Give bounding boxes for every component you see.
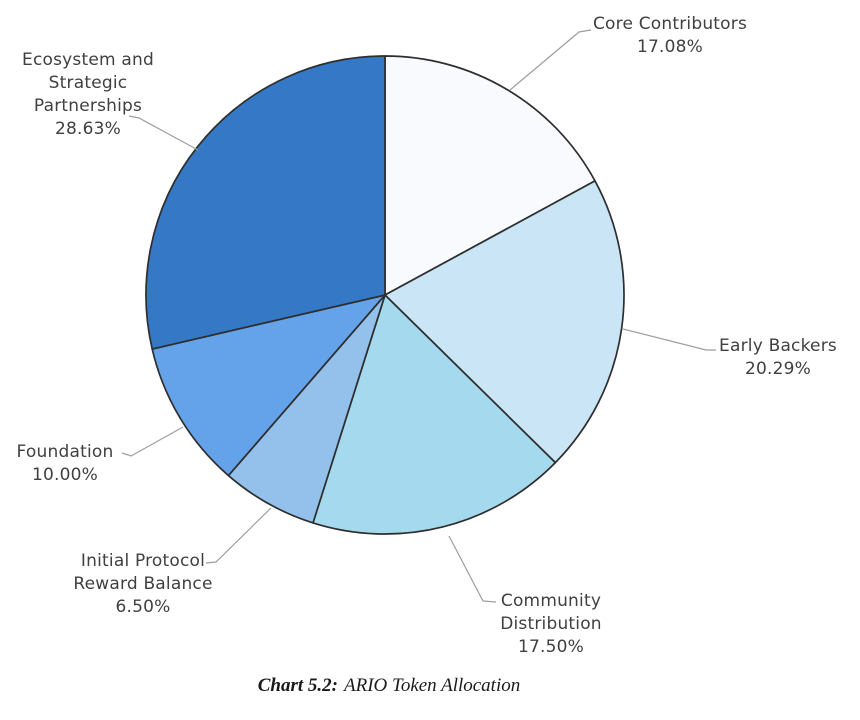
leader-lines bbox=[121, 29, 716, 603]
slice-label-text: Early Backers bbox=[719, 336, 837, 356]
pie-slice-community-distribution bbox=[312, 294, 557, 535]
pie-slice-foundation bbox=[151, 294, 386, 477]
caption-text: ARIO Token Allocation bbox=[343, 675, 521, 696]
leader-line-community-distribution bbox=[448, 535, 497, 603]
pie-slice-core-contributors bbox=[384, 55, 596, 296]
slice-label-initial-protocol-reward-balance: Initial Protocol Reward Balance 6.50% bbox=[73, 550, 213, 619]
slice-label-text: Core Contributors bbox=[592, 14, 748, 34]
figure-caption: Chart 5.2: ARIO Token Allocation bbox=[0, 675, 778, 697]
leader-line-initial-protocol-reward-balance bbox=[205, 507, 272, 564]
caption-prefix: Chart 5.2: bbox=[257, 675, 338, 696]
slice-label-community-distribution: Community Distribution 17.50% bbox=[476, 590, 626, 659]
leader-line-foundation bbox=[121, 426, 184, 457]
slice-label-core-contributors: Core Contributors 17.08% bbox=[570, 13, 770, 59]
slice-label-percent: 20.29% bbox=[744, 359, 812, 379]
slice-label-text: Community Distribution bbox=[500, 591, 602, 634]
slice-label-text: Ecosystem and Strategic Partnerships bbox=[22, 50, 154, 116]
slice-label-early-backers: Early Backers 20.29% bbox=[688, 335, 860, 381]
slice-label-foundation: Foundation 10.00% bbox=[0, 441, 130, 487]
leader-line-core-contributors bbox=[509, 29, 592, 91]
pie-wedges bbox=[145, 55, 625, 535]
pie-slice-ecosystem-and-strategic-partnerships bbox=[145, 55, 386, 350]
slice-label-ecosystem-and-strategic-partnerships: Ecosystem and Strategic Partnerships 28.… bbox=[18, 49, 158, 141]
slice-label-percent: 28.63% bbox=[54, 119, 122, 139]
slice-label-percent: 6.50% bbox=[115, 597, 171, 617]
slice-label-text: Foundation bbox=[16, 442, 114, 462]
leader-line-early-backers bbox=[622, 328, 716, 351]
pie-slice-early-backers bbox=[384, 180, 625, 464]
leader-line-ecosystem-and-strategic-partnerships bbox=[128, 115, 199, 151]
slice-label-text: Initial Protocol Reward Balance bbox=[73, 551, 213, 594]
slice-label-percent: 10.00% bbox=[31, 465, 99, 485]
slice-label-percent: 17.08% bbox=[636, 37, 704, 57]
slice-label-percent: 17.50% bbox=[517, 637, 585, 657]
